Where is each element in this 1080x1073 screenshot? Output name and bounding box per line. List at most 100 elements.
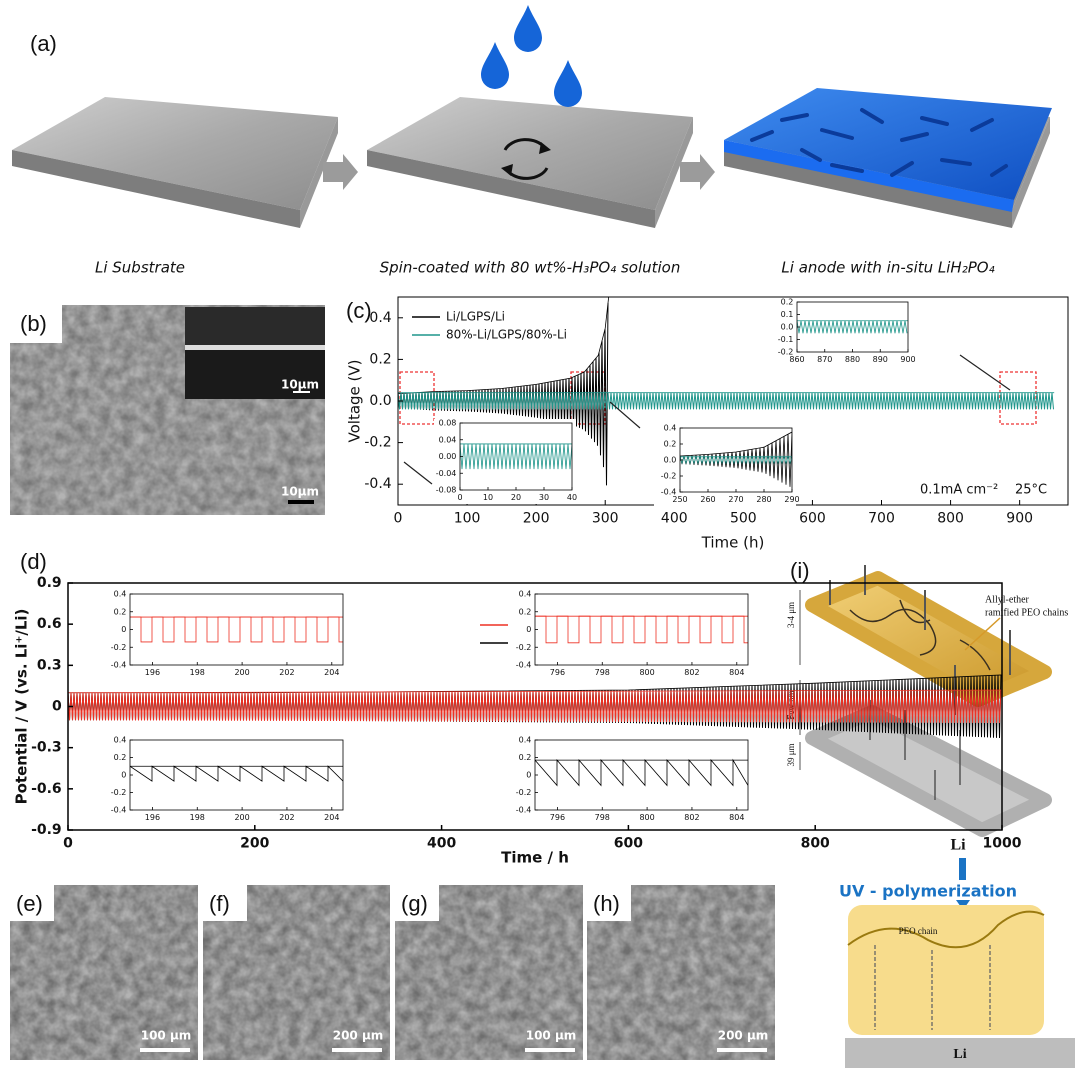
y-tick-label: 0.08 — [439, 419, 457, 428]
y-tick-label: 0.0 — [781, 323, 794, 332]
x-tick-label: 900 — [900, 355, 915, 364]
y-tick-label: 0 — [121, 625, 126, 634]
step-caption: Li anode with in-situ LiH₂PO₄ — [781, 259, 994, 277]
x-tick-label: 600 — [614, 835, 643, 851]
panel-label: (a) — [30, 31, 57, 56]
x-tick-label: 796 — [550, 668, 565, 677]
y-tick-label: 0.0 — [664, 456, 677, 465]
x-tick-label: 20 — [511, 493, 521, 502]
plot-area — [398, 297, 1055, 486]
oscillation — [398, 392, 1054, 410]
x-tick-label: 890 — [873, 355, 888, 364]
plot-area — [535, 758, 748, 787]
x-tick-label: 800 — [801, 835, 830, 851]
y-tick-label: 0.2 — [369, 351, 391, 367]
x-tick-label: 196 — [145, 813, 160, 822]
x-tick-label: 0 — [394, 510, 403, 526]
legend-label: Li/LGPS/Li — [446, 310, 505, 324]
envelope — [680, 431, 792, 457]
pointer-arrow — [959, 354, 1011, 391]
x-tick-label: 804 — [729, 668, 744, 677]
panel-label: (d) — [20, 549, 47, 574]
x-tick-label: 400 — [427, 835, 456, 851]
y-tick-label: -0.3 — [31, 740, 62, 756]
x-tick-label: 802 — [684, 668, 699, 677]
inset-background — [104, 590, 347, 679]
x-tick-label: 100 — [454, 510, 481, 526]
x-tick-label: 204 — [324, 668, 339, 677]
x-tick-label: 10 — [483, 493, 493, 502]
x-tick-label: 204 — [324, 813, 339, 822]
x-tick-label: 0 — [457, 493, 462, 502]
note: Allyl-ether — [985, 594, 1030, 605]
x-tick-label: 280 — [756, 495, 771, 504]
arrow — [323, 154, 358, 190]
x-tick-label: 900 — [1006, 510, 1033, 526]
scale-bar-label: 200 μm — [718, 1029, 769, 1043]
y-tick-label: -0.2 — [111, 643, 127, 652]
oscillation — [130, 765, 343, 782]
y-tick-label: -0.6 — [31, 781, 62, 797]
y-tick-label: 0 — [52, 699, 62, 715]
panel-label: (h) — [593, 891, 620, 916]
panel-label: (i) — [790, 558, 810, 583]
x-tick-label: 700 — [868, 510, 895, 526]
y-tick-label: 0.2 — [664, 440, 677, 449]
label-background — [587, 885, 631, 921]
x-tick-label: 1000 — [983, 835, 1022, 851]
annotation: 25°C — [1015, 483, 1047, 498]
y-tick-label: 0.3 — [37, 657, 62, 673]
x-tick-label: 196 — [145, 668, 160, 677]
y-tick-label: 0.4 — [369, 310, 391, 326]
note: ramified PEO chains — [985, 607, 1068, 618]
substrate-label: Li — [953, 1047, 966, 1062]
label-background — [203, 885, 247, 921]
x-tick-label: 290 — [784, 495, 799, 504]
sem-panels: (e) 100 μm (f) 200 μm (g) 100 μm (h) 200 μm — [10, 885, 775, 1060]
dimension: 3-4 μm — [786, 602, 796, 628]
annotation: 0.1mA cm⁻² — [920, 483, 998, 498]
y-tick-label: 0.4 — [519, 590, 532, 599]
scale-bar-label: 100 μm — [526, 1029, 577, 1043]
x-tick-label: 796 — [550, 813, 565, 822]
arrow — [680, 154, 715, 190]
y-tick-label: 0 — [121, 771, 126, 780]
y-axis-label: Voltage (V) — [346, 360, 364, 443]
inset-background — [509, 590, 752, 679]
x-tick-label: 800 — [639, 668, 654, 677]
inset-background — [104, 736, 347, 824]
x-tick-label: 30 — [539, 493, 549, 502]
envelope — [398, 297, 610, 395]
slab — [367, 97, 693, 228]
x-tick-label: 250 — [672, 495, 687, 504]
y-tick-label: -0.2 — [111, 788, 127, 797]
inset-background — [771, 298, 912, 366]
scale-bar-label: 100 μm — [141, 1029, 192, 1043]
x-tick-label: 400 — [661, 510, 688, 526]
x-tick-label: 200 — [240, 835, 269, 851]
y-tick-label: 0.1 — [781, 310, 794, 319]
panel-label: (e) — [16, 891, 43, 916]
x-tick-label: 198 — [190, 668, 205, 677]
y-tick-label: 0.2 — [519, 607, 532, 616]
y-tick-label: 0.2 — [114, 607, 127, 616]
step-caption: Spin-coated with 80 wt%-H₃PO₄ solution — [380, 259, 681, 277]
slab — [12, 97, 338, 228]
panel-label: (g) — [401, 891, 428, 916]
dimension: Few nm — [786, 690, 796, 719]
y-tick-label: 0.4 — [664, 424, 677, 433]
x-tick-label: 200 — [234, 668, 249, 677]
panel-b: (b) 10μm 10μm — [10, 305, 325, 515]
y-tick-label: -0.4 — [661, 488, 677, 497]
y-tick-label: 0.04 — [439, 435, 457, 444]
x-tick-label: 798 — [595, 668, 610, 677]
x-axis-label: Time / h — [501, 849, 569, 867]
y-tick-label: -0.2 — [516, 643, 532, 652]
y-tick-label: 0.0 — [369, 393, 391, 409]
y-tick-label: 0 — [526, 625, 531, 634]
x-tick-label: 300 — [592, 510, 619, 526]
x-tick-label: 870 — [817, 355, 832, 364]
y-tick-label: -0.9 — [31, 822, 62, 838]
y-tick-label: -0.08 — [436, 486, 457, 495]
